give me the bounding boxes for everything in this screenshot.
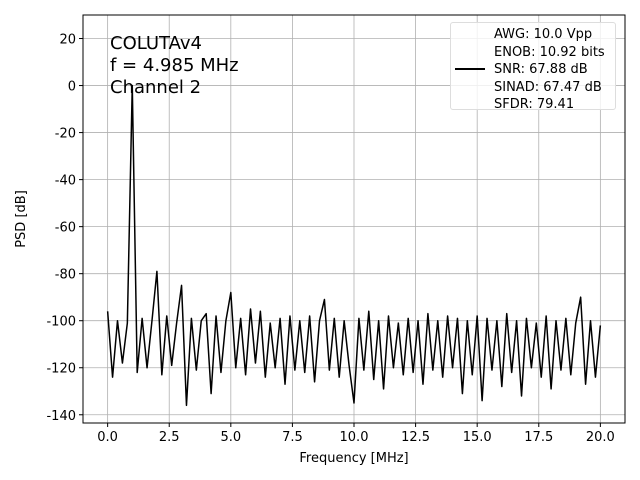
annotation: COLUTAv4 f = 4.985 MHz Channel 2: [110, 33, 239, 99]
y-tick-label: -60: [55, 221, 76, 236]
y-tick-label: -40: [55, 174, 76, 189]
x-tick-label: 5.0: [220, 430, 241, 445]
y-tick-label: -20: [55, 127, 76, 142]
legend-label: AWG: 10.0 Vpp ENOB: 10.92 bits SNR: 67.8…: [494, 27, 605, 112]
x-tick-label: 10.0: [340, 430, 369, 445]
y-tick-label: -80: [55, 268, 76, 283]
y-tick-label: -140: [46, 409, 76, 424]
x-tick-label: 12.5: [401, 430, 430, 445]
x-tick-label: 20.0: [586, 430, 615, 445]
x-tick-label: 2.5: [159, 430, 180, 445]
plot-frame: [82, 14, 626, 424]
legend: AWG: 10.0 Vpp ENOB: 10.92 bits SNR: 67.8…: [450, 22, 616, 112]
annotation-line: f = 4.985 MHz: [110, 55, 239, 76]
annotation-line: COLUTAv4: [110, 33, 203, 54]
x-tick-label: 0.0: [97, 430, 118, 445]
y-tick-label: -120: [46, 362, 76, 377]
line-series: [106, 84, 602, 407]
y-tick-label: 0: [68, 80, 76, 95]
y-tick-label: -100: [46, 315, 76, 330]
x-axis-label: Frequency [MHz]: [299, 451, 408, 466]
x-tick-label: 15.0: [463, 430, 492, 445]
legend-swatch: [455, 68, 485, 70]
x-tick-label: 7.5: [282, 430, 303, 445]
annotation-line: Channel 2: [110, 77, 202, 98]
y-axis-label: PSD [dB]: [14, 190, 29, 248]
y-tick-label: 20: [59, 33, 76, 48]
x-tick-label: 17.5: [524, 430, 553, 445]
